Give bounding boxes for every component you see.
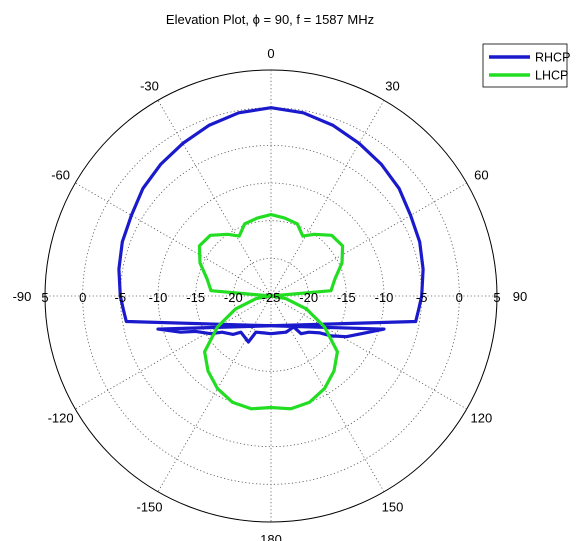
angle-tick-label: 60 <box>474 168 488 183</box>
angle-tick-label: -90 <box>13 289 32 304</box>
legend: RHCP LHCP <box>482 43 570 88</box>
radial-tick-label: -15 <box>337 290 356 305</box>
angle-tick-label: -120 <box>48 411 74 426</box>
legend-box <box>482 43 568 88</box>
radial-tick-label: 0 <box>456 290 463 305</box>
legend-label-rhcp: RHCP <box>535 51 570 65</box>
radial-tick-label: 5 <box>493 290 500 305</box>
angle-tick-label: 30 <box>385 79 399 94</box>
angle-tick-label: 0 <box>267 46 274 61</box>
angle-tick-label: -60 <box>51 168 70 183</box>
radial-tick-label: -5 <box>416 290 428 305</box>
radial-tick-label: -10 <box>149 290 168 305</box>
radial-tick-label: -15 <box>186 290 205 305</box>
radial-tick-label: -25 <box>262 290 281 305</box>
angle-tick-label: -150 <box>136 499 162 514</box>
legend-label-lhcp: LHCP <box>535 69 568 83</box>
grid-circle <box>195 220 347 372</box>
chart-title: Elevation Plot, ϕ = 90, f = 1587 MHz <box>166 12 374 27</box>
radial-tick-label: 0 <box>79 290 86 305</box>
series-layer <box>117 106 425 411</box>
radial-tick-label: 5 <box>41 290 48 305</box>
radial-tick-label: -10 <box>375 290 394 305</box>
radial-tick-label: -5 <box>115 290 127 305</box>
radial-tick-labels: 5 0 -5 -10 -15 -20 -25 -20 -15 -10 -5 0 5 <box>41 290 500 305</box>
series-line-rhcp <box>117 106 425 344</box>
series-line-lhcp <box>197 213 345 411</box>
radial-tick-label: -20 <box>224 290 243 305</box>
angle-tick-label: -30 <box>140 79 159 94</box>
angle-tick-label: 120 <box>471 411 493 426</box>
radial-tick-label: -20 <box>299 290 318 305</box>
angle-tick-label: 150 <box>382 499 404 514</box>
angle-tick-label: 90 <box>513 289 527 304</box>
angle-tick-label: 180 <box>260 532 282 541</box>
